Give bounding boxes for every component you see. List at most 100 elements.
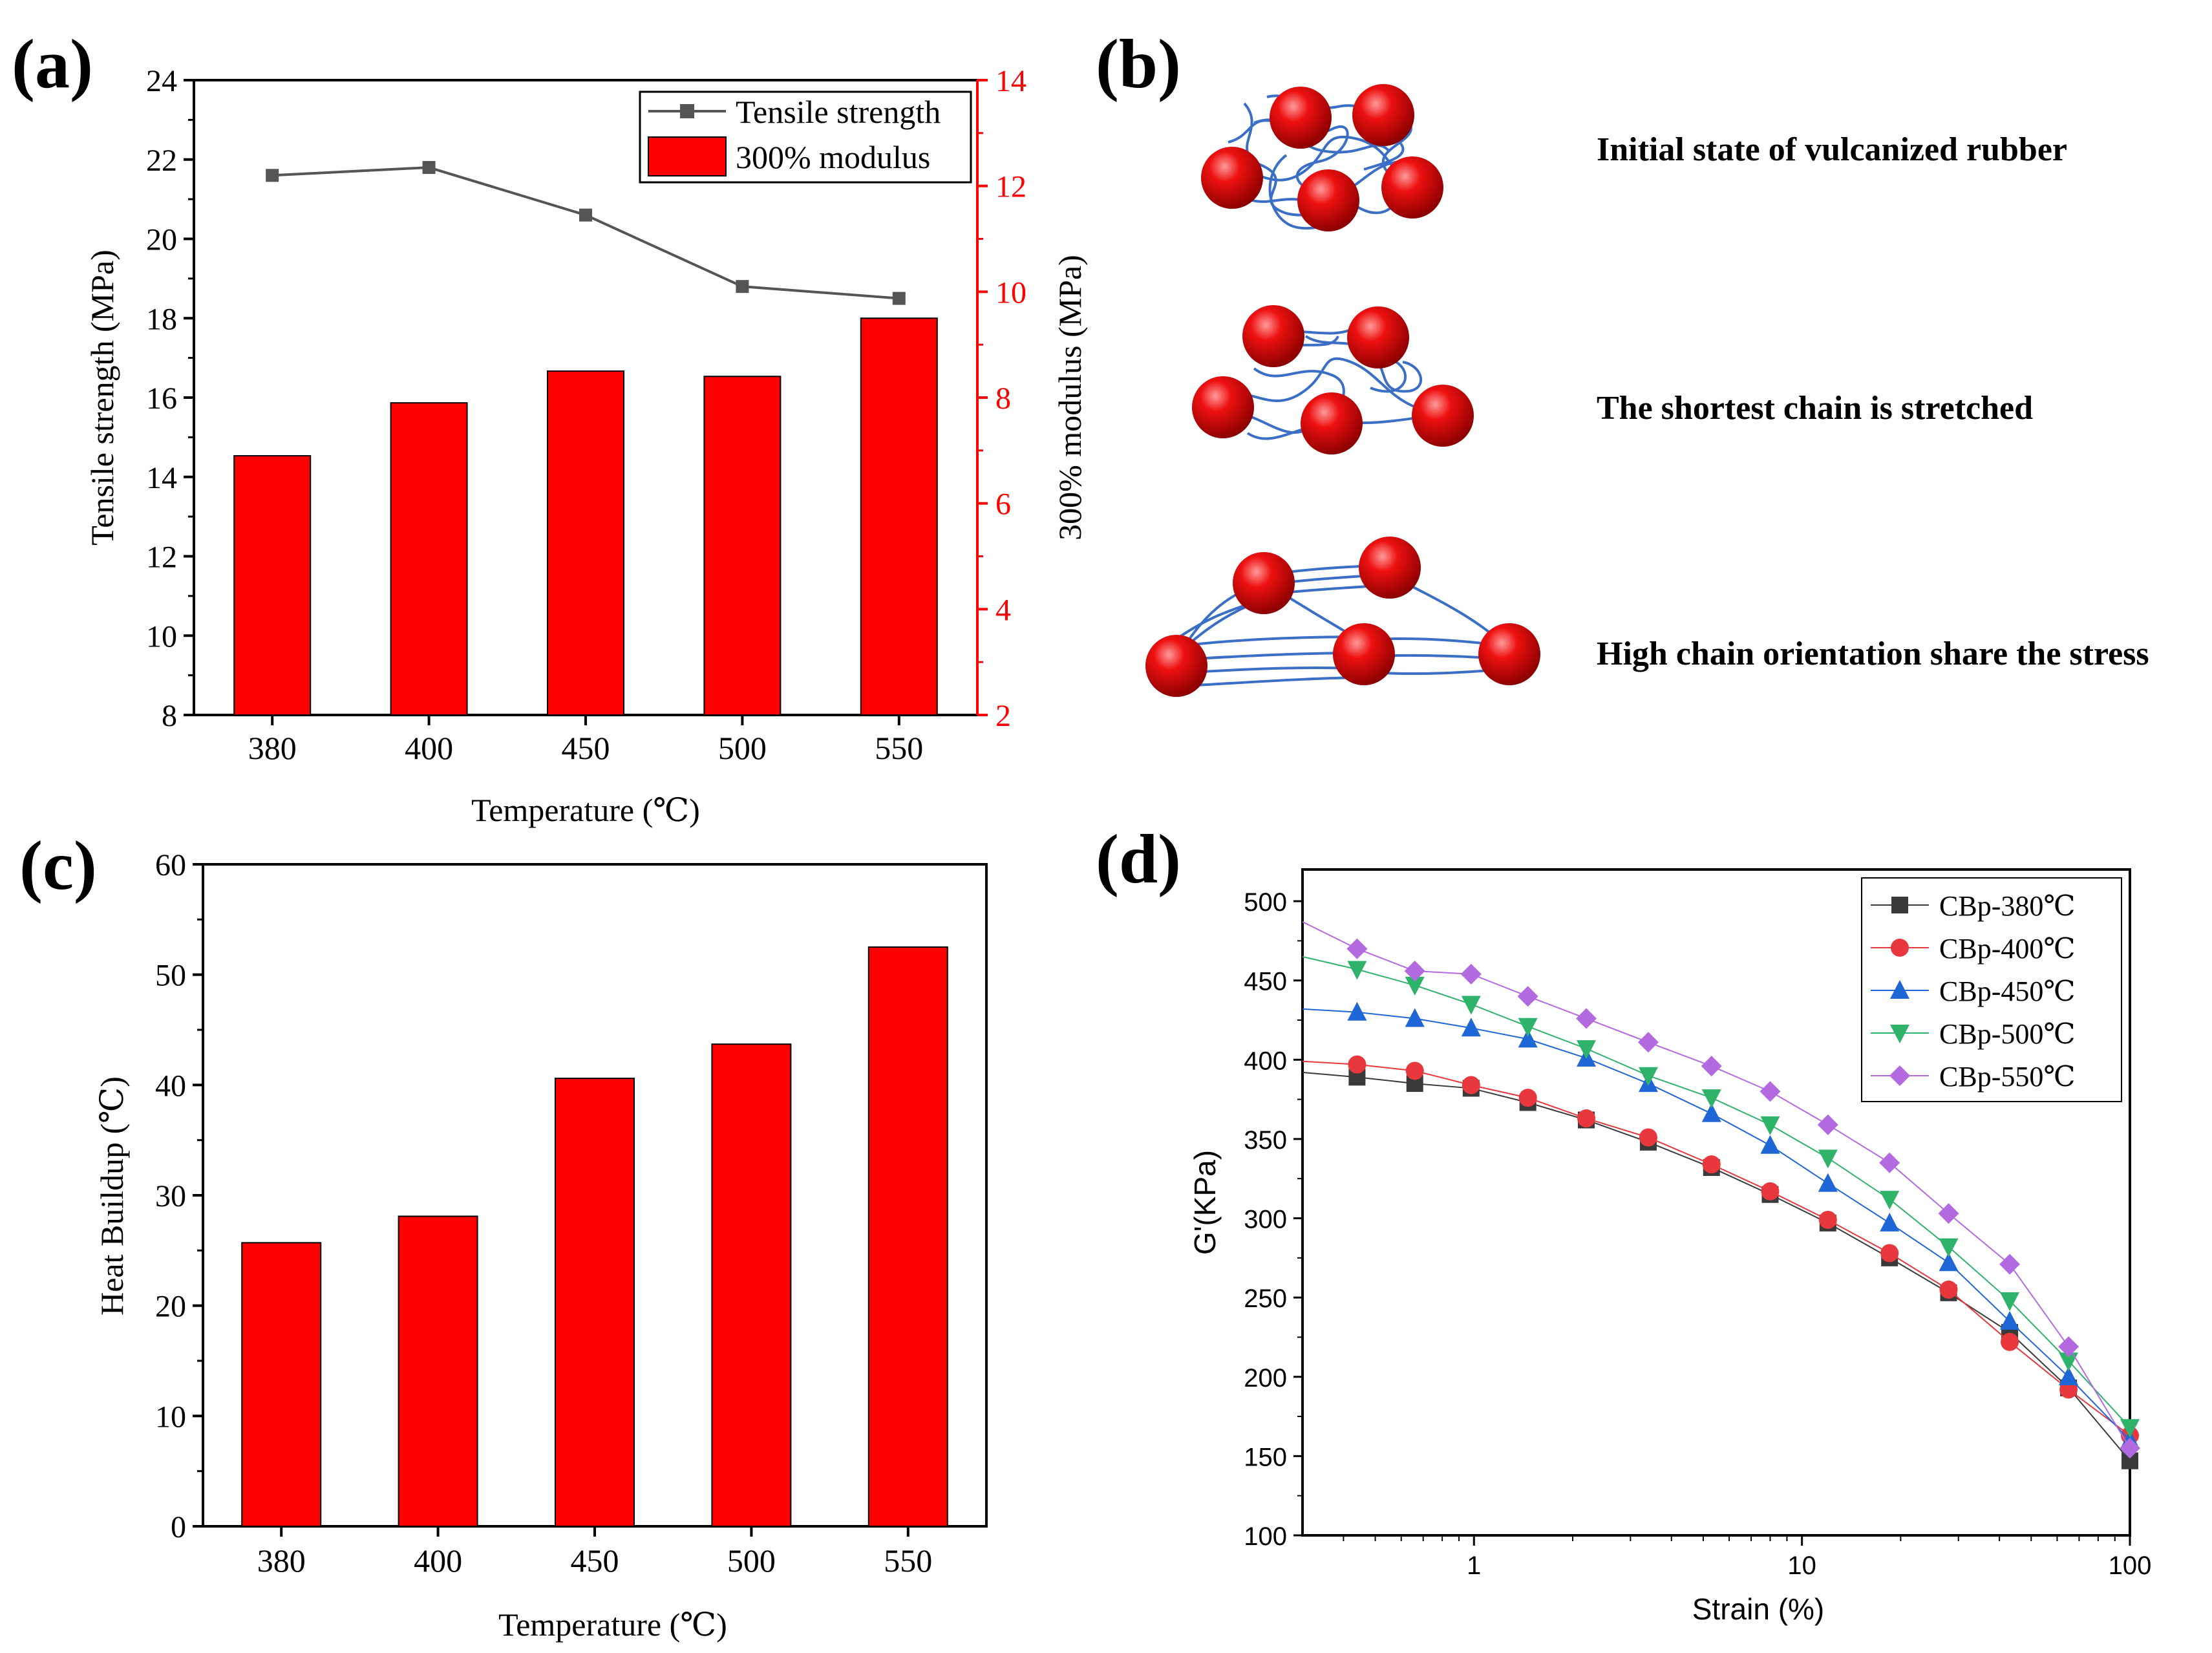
d-point [1939,1238,1959,1257]
d-point [1818,1149,1838,1169]
d-y-tick-label: 300 [1244,1206,1287,1234]
legend-bar-swatch [648,136,727,176]
panel-a-x-axis: 380 400 450 500 550 [248,715,923,766]
d-point [1701,1089,1721,1109]
panel-b: (b) [1096,26,2149,697]
d-point [1576,1008,1597,1029]
d-series-3 [1302,955,2140,1438]
d-point [1637,1032,1659,1053]
panel-c-x-label: Temperature (℃) [498,1606,727,1643]
stage-3-illustration [1145,537,1540,697]
d-point [1761,1182,1780,1200]
d-point [1638,1067,1658,1086]
panel-d-legend: CBp-380℃ CBp-400℃ CBp-450℃ CBp-500℃ CBp-550℃ [1861,877,2122,1102]
d-point [1939,1280,1958,1299]
panel-d-y-label: G'(KPa) [1188,1150,1222,1255]
a-right-tick-label: 2 [995,699,1011,733]
panel-a-bars [233,317,938,716]
d-point [1518,1089,1537,1107]
panel-c-y-axis: 0 10 20 30 40 50 60 [155,848,203,1544]
d-y-tick-label: 150 [1244,1443,1287,1471]
panel-a-letter: (a) [12,26,93,103]
a-left-tick-label: 12 [146,540,177,575]
c-bar-550 [867,946,948,1527]
d-x-tick-label: 10 [1787,1552,1816,1580]
a-right-tick-label: 8 [995,381,1011,416]
d-point [1879,1152,1900,1173]
d-y-tick-label: 100 [1244,1522,1287,1551]
d-point [1999,1253,2021,1275]
c-x-tick-label: 400 [414,1542,462,1579]
a-bar-450 [547,370,624,716]
panel-a-right-axis: 2 4 6 8 10 12 14 [976,64,1026,733]
c-y-tick-label: 30 [155,1179,186,1213]
d-x-tick-label: 1 [1467,1552,1481,1580]
a-left-tick-label: 18 [146,302,177,336]
d-y-tick-label: 200 [1244,1364,1287,1392]
a-x-tick-label: 500 [718,730,767,766]
d-y-tick-label: 350 [1244,1126,1287,1155]
a-x-tick-label: 550 [875,730,923,766]
legend-square-marker [680,104,694,118]
a-left-tick-label: 14 [146,461,177,495]
d-y-tick-label: 400 [1244,1047,1287,1075]
a-tensile-point-450 [579,208,592,222]
a-right-tick-label: 10 [995,275,1026,310]
c-y-tick-label: 0 [171,1510,186,1544]
panel-d-x-axis: 1 10 100 [1343,1535,2151,1580]
c-y-tick-label: 40 [155,1069,186,1103]
legend-modulus-label: 300% modulus [736,139,930,175]
legend-tensile-label: Tensile strength [736,94,941,130]
panel-a-x-label: Temperature (℃) [471,792,700,828]
d-point [1347,1001,1367,1021]
d-point [2001,1332,2019,1351]
a-left-tick-label: 22 [146,144,177,178]
d-point [1405,1008,1425,1027]
d-point [1518,1029,1538,1048]
d-point [2000,1292,2020,1312]
a-tensile-point-550 [892,292,906,305]
d-legend-label-1: CBp-400℃ [1939,933,2076,965]
a-tensile-point-400 [422,161,436,175]
a-bar-400 [390,402,468,716]
panel-a-y-label-right: 300% modulus (MPa) [1052,255,1088,540]
d-point [2120,1419,2140,1438]
d-point [1701,1056,1722,1077]
a-bar-550 [860,317,938,716]
a-right-tick-label: 14 [995,64,1026,98]
a-bar-500 [703,376,782,716]
d-y-tick-label: 250 [1244,1285,1287,1313]
panel-a-legend: Tensile strength 300% modulus [639,91,972,184]
stage-1-particles [1201,84,1443,231]
d-point [1346,938,1368,959]
panel-a-y-label-left: Tensile strength (MPa) [84,250,120,546]
a-right-tick-label: 6 [995,487,1011,522]
a-left-tick-label: 20 [146,223,177,257]
a-tensile-line [272,166,899,300]
d-legend-marker-0 [1891,897,1908,913]
c-y-tick-label: 50 [155,959,186,993]
d-point [1760,1081,1781,1102]
panel-b-letter: (b) [1096,26,1181,103]
c-x-tick-label: 450 [571,1542,619,1579]
d-point [1818,1210,1837,1229]
d-point [1518,1018,1538,1037]
c-y-tick-label: 20 [155,1290,186,1324]
d-point [1517,986,1538,1007]
d-legend-marker-2 [1890,980,1909,999]
d-point [1405,977,1425,996]
d-point [1404,960,1425,981]
c-x-tick-label: 550 [884,1542,932,1579]
d-point [2059,1352,2079,1372]
d-y-tick-label: 500 [1244,888,1287,917]
a-left-tick-label: 10 [146,619,177,654]
d-point [1880,1212,1900,1232]
stage-3-particles [1145,537,1540,697]
d-point [1701,1103,1721,1122]
panel-d-letter: (d) [1096,821,1181,898]
d-point [1760,1116,1780,1135]
d-point [1460,963,1482,985]
stage-2-particles [1192,305,1474,454]
d-point [1760,1135,1780,1154]
